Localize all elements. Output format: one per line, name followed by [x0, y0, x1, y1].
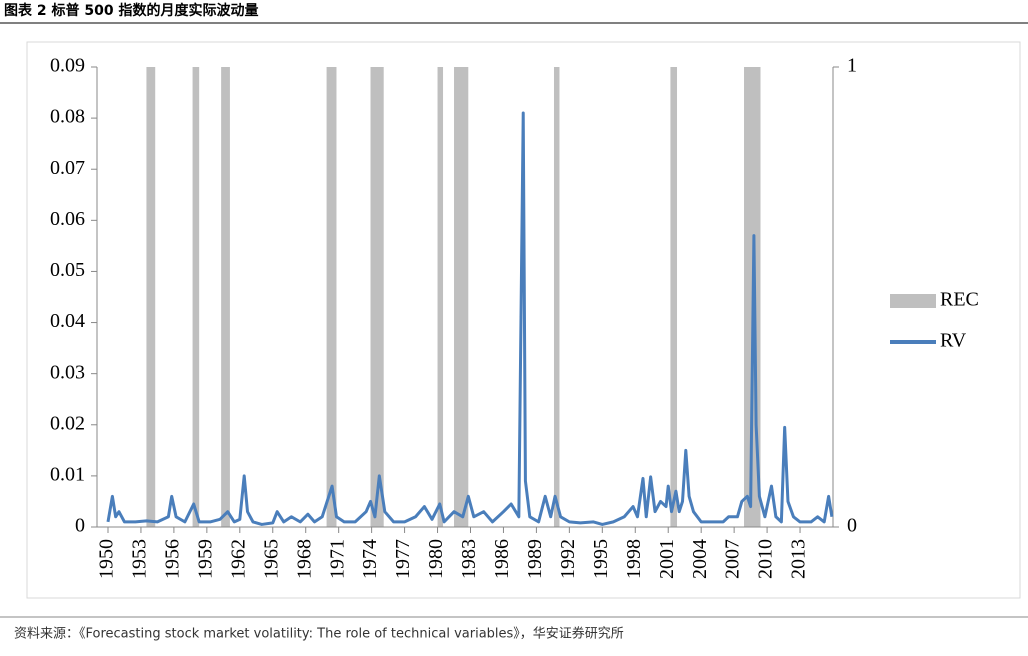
- recession-band: [553, 67, 560, 527]
- x-tick-label: 1983: [458, 539, 480, 579]
- y-tick-label: 0.02: [50, 412, 85, 434]
- recession-band: [670, 67, 678, 527]
- recession-band: [146, 67, 156, 527]
- chart-frame: [26, 41, 1021, 599]
- x-tick-label: 2001: [656, 539, 678, 579]
- x-tick-label: 1995: [590, 539, 612, 579]
- recession-band: [437, 67, 444, 527]
- recession-band: [370, 67, 384, 527]
- rv-line: [106, 111, 834, 526]
- source: 资料来源：《Forecasting stock market volatilit…: [14, 626, 624, 642]
- x-tick-label: 1956: [161, 539, 183, 579]
- x-tick-label: 1950: [96, 539, 118, 579]
- x-tick-label: 1971: [326, 539, 348, 579]
- y-tick-label: 0.09: [50, 55, 85, 77]
- x-tick-label: 1977: [392, 539, 414, 579]
- y-tick-label: 0.01: [50, 463, 85, 485]
- y2-tick-label: 1: [847, 55, 857, 77]
- x-tick-label: 1986: [491, 539, 513, 579]
- x-tick-label: 2007: [722, 539, 744, 579]
- recession-band: [454, 67, 469, 527]
- x-tick-label: 1968: [293, 539, 315, 579]
- y-tick-label: 0.07: [50, 157, 85, 179]
- chart-title: 图表 2 标普 500 指数的月度实际波动量: [4, 2, 258, 19]
- x-tick-label: 1974: [359, 539, 381, 579]
- legend-label: REC: [940, 289, 979, 311]
- y-tick-label: 0.03: [50, 361, 85, 383]
- x-tick-label: 2004: [689, 539, 711, 579]
- recession-band: [192, 67, 200, 527]
- y-tick-label: 0.06: [50, 208, 85, 230]
- x-tick-label: 1962: [227, 539, 249, 579]
- recession-band: [221, 67, 230, 527]
- recession-band: [326, 67, 337, 527]
- legend-swatch: [890, 294, 936, 308]
- y-tick-label: 0.08: [50, 106, 85, 128]
- y-tick-label: 0: [75, 515, 85, 537]
- legend-label: RV: [940, 330, 967, 352]
- y2-tick-label: 0: [847, 515, 857, 537]
- x-tick-label: 1965: [260, 539, 282, 579]
- y-tick-label: 0.04: [50, 310, 85, 332]
- x-tick-label: 1992: [557, 539, 579, 579]
- x-tick-label: 1980: [425, 539, 447, 579]
- x-tick-label: 2010: [755, 539, 777, 579]
- x-tick-label: 2013: [788, 539, 810, 579]
- x-tick-label: 1953: [129, 539, 151, 579]
- x-tick-label: 1998: [623, 539, 645, 579]
- x-tick-label: 1989: [524, 539, 546, 579]
- y-tick-label: 0.05: [50, 259, 85, 281]
- x-tick-label: 1959: [194, 539, 216, 579]
